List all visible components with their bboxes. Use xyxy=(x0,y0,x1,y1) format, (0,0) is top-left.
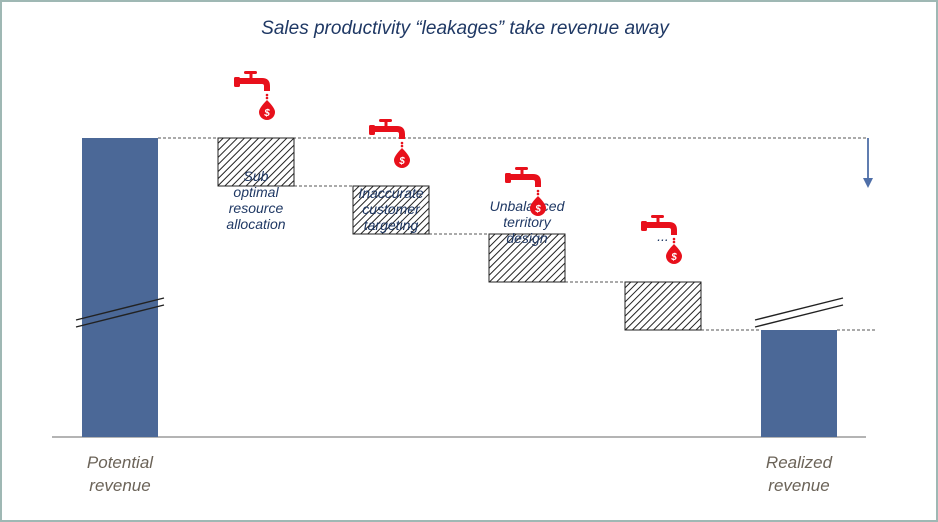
label-realized-revenue: Realized revenue xyxy=(766,453,833,495)
bar-leakage xyxy=(352,185,430,235)
svg-text:$: $ xyxy=(670,252,677,263)
faucet-icon: $ xyxy=(641,215,682,264)
chart-title: Sales productivity “leakages” take reven… xyxy=(261,18,670,39)
axis-break-mark xyxy=(75,304,165,328)
svg-text:$: $ xyxy=(534,204,541,215)
bar-leakage xyxy=(217,137,295,187)
label-leakage: Unbalanced territory design xyxy=(490,198,566,246)
faucet-icon: $ xyxy=(369,119,410,168)
axis-break-mark xyxy=(754,304,844,328)
faucet-icon: $ xyxy=(234,71,275,120)
money-drop-icon: $ xyxy=(666,244,682,264)
label-potential-revenue: Potential revenue xyxy=(87,453,154,495)
money-drop-icon: $ xyxy=(530,196,546,216)
axis-break-mark xyxy=(754,297,844,321)
bar-leakage xyxy=(624,281,702,331)
money-drop-icon: $ xyxy=(259,100,275,120)
money-drop-icon: $ xyxy=(394,148,410,168)
svg-text:$: $ xyxy=(398,156,405,167)
label-leakage: Inaccurate customer targeting xyxy=(358,185,424,233)
svg-text:$: $ xyxy=(263,108,270,119)
label-leakage: ... xyxy=(657,228,669,244)
axis-break-mark xyxy=(75,297,165,321)
faucet-icon: $ xyxy=(505,167,546,216)
gap-arrow-head xyxy=(863,178,873,188)
bar-leakage xyxy=(488,233,566,283)
bar-potential-revenue xyxy=(82,138,158,437)
bar-realized-revenue xyxy=(761,330,837,437)
label-leakage: Sub optimal resource allocation xyxy=(226,168,285,232)
